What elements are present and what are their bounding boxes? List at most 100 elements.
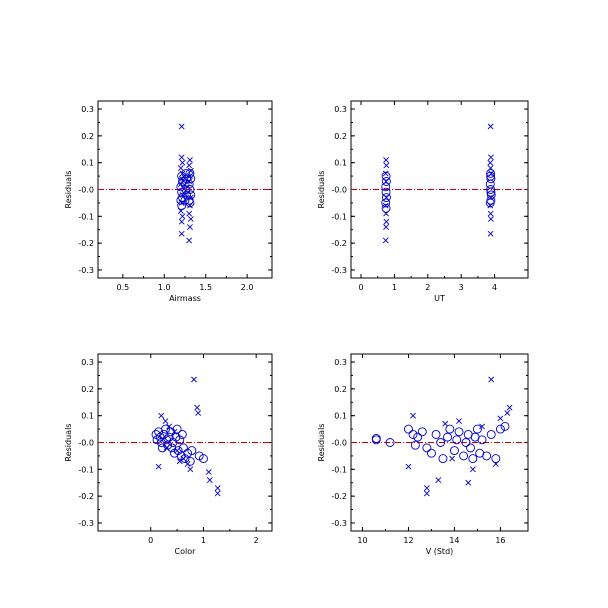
- circle-point-vstd: [472, 424, 482, 434]
- circle-point-vstd: [427, 448, 436, 458]
- panel-ut: -0.3 -0.2 -0.1 -0.0 0.1 0.2 0.3 0 1 2 3 4 UT Residual…: [317, 100, 529, 303]
- y-axis-label-color: Residuals: [64, 424, 73, 462]
- cross-point-airmass: [187, 167, 194, 174]
- circle-point-vstd: [371, 434, 381, 443]
- circle-point-airmass: [182, 174, 192, 184]
- cross-point-color: [205, 469, 212, 475]
- panel-airmass: -0.3 -0.2 -0.1 -0.0 0.1 0.2 0.3 0.5 1.0 1.5 2.0 Air…: [64, 100, 273, 303]
- ytick-label-vstd: 0.1: [334, 412, 347, 421]
- xtick-label-color: 0: [148, 536, 153, 545]
- ytick-label-color: -0.0: [78, 439, 94, 448]
- circle-point-airmass: [185, 198, 195, 208]
- circle-point-ut: [381, 203, 391, 213]
- circle-point-ut: [381, 177, 391, 186]
- x-axis-label-color: Color: [175, 547, 197, 556]
- ytick-label-ut: 0.3: [334, 105, 347, 114]
- cross-point-color: [187, 466, 194, 473]
- circle-point-color: [156, 438, 166, 447]
- ytick-label-airmass: 0.1: [81, 159, 94, 168]
- cross-point-vstd: [456, 418, 462, 424]
- xtick-label-ut: 4: [492, 283, 497, 292]
- circle-point-ut: [486, 168, 496, 178]
- cross-point-ut: [488, 216, 494, 222]
- circle-point-ut: [486, 185, 496, 194]
- ytick-label-color: -0.2: [78, 492, 94, 501]
- xtick-label-vstd: 14: [449, 536, 459, 545]
- circle-point-vstd: [422, 443, 432, 453]
- xtick-label-ut: 1: [392, 283, 397, 292]
- xtick-label-ut: 0: [358, 283, 363, 292]
- cross-point-ut: [382, 170, 389, 177]
- xtick-label-ut: 3: [459, 283, 464, 292]
- ytick-label-ut: -0.1: [331, 212, 347, 221]
- ytick-label-color: 0.3: [81, 358, 94, 367]
- circle-point-airmass: [181, 168, 191, 178]
- circle-point-color: [177, 430, 187, 439]
- circle-point-vstd: [404, 424, 413, 434]
- ytick-label-ut: -0.0: [331, 186, 347, 195]
- circle-point-color: [167, 443, 177, 453]
- cross-point-airmass: [179, 159, 186, 166]
- circle-point-vstd: [452, 435, 462, 445]
- circle-point-airmass: [180, 195, 190, 205]
- cross-point-airmass: [187, 157, 193, 163]
- ytick-label-vstd: -0.3: [331, 519, 347, 528]
- circle-point-vstd: [431, 430, 441, 439]
- xtick-label-ut: 2: [425, 283, 430, 292]
- cross-point-color: [206, 477, 213, 483]
- cross-point-airmass: [186, 210, 193, 217]
- circle-point-ut: [381, 187, 391, 197]
- cross-point-vstd: [449, 455, 456, 462]
- circle-point-ut: [381, 182, 391, 192]
- cross-point-airmass: [178, 218, 185, 225]
- cross-point-color: [191, 376, 197, 383]
- cross-point-color: [162, 418, 169, 424]
- circle-point-color: [172, 424, 182, 434]
- circle-point-ut: [486, 171, 496, 181]
- cross-point-vstd: [504, 410, 511, 416]
- cross-point-airmass: [179, 213, 186, 220]
- circle-point-vstd: [438, 454, 448, 464]
- cross-point-vstd: [423, 485, 430, 492]
- circle-point-airmass: [181, 185, 191, 194]
- cross-point-vstd: [410, 412, 416, 419]
- ytick-label-airmass: 0.2: [81, 132, 94, 141]
- ytick-label-airmass: -0.0: [78, 186, 94, 195]
- xtick-label-color: 1: [201, 536, 206, 545]
- cross-point-airmass: [178, 230, 185, 237]
- x-axis-label-airmass: Airmass: [169, 294, 201, 303]
- ytick-label-airmass: 0.3: [81, 105, 94, 114]
- cross-point-ut: [383, 157, 389, 163]
- cross-point-vstd: [465, 479, 472, 486]
- cross-point-vstd: [497, 415, 504, 422]
- circle-point-ut: [381, 171, 391, 181]
- circle-point-color: [199, 454, 208, 464]
- circle-point-airmass: [180, 179, 190, 189]
- circle-point-vstd: [466, 443, 475, 453]
- cross-point-ut: [487, 159, 494, 166]
- circle-point-airmass: [186, 174, 196, 184]
- cross-point-ut: [487, 230, 494, 237]
- cross-point-airmass: [186, 237, 193, 244]
- x-axis-label-vstd: V (Std): [426, 547, 454, 556]
- ytick-label-ut: -0.3: [331, 266, 347, 275]
- cross-point-color: [155, 463, 162, 470]
- cross-point-ut: [382, 202, 389, 209]
- cross-point-ut: [382, 237, 389, 244]
- ytick-label-color: -0.3: [78, 519, 94, 528]
- panel-vstd: -0.3 -0.2 -0.1 -0.0 0.1 0.2 0.3 10 12 14 16 V (Std)…: [317, 353, 529, 556]
- circle-point-vstd: [495, 424, 505, 434]
- cross-point-vstd: [506, 404, 513, 411]
- circle-point-vstd: [449, 446, 459, 455]
- circle-point-vstd: [443, 432, 452, 442]
- panel-color: -0.3 -0.2 -0.1 -0.0 0.1 0.2 0.3 0 1 2 Color Residua…: [64, 353, 273, 556]
- cross-point-airmass: [178, 123, 185, 130]
- circle-point-airmass: [182, 190, 192, 200]
- cross-point-airmass: [186, 162, 193, 169]
- cross-point-color: [214, 485, 221, 492]
- xtick-label-airmass: 2.0: [241, 283, 254, 292]
- circle-point-vstd: [413, 432, 423, 442]
- circle-point-color: [185, 456, 195, 466]
- cross-point-vstd: [479, 423, 485, 430]
- circle-point-ut: [486, 174, 496, 184]
